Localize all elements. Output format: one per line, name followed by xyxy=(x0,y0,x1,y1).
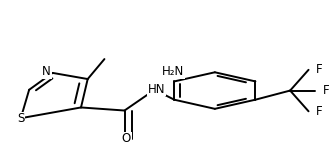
Text: F: F xyxy=(316,105,323,118)
Text: F: F xyxy=(323,84,329,97)
Text: F: F xyxy=(316,63,323,76)
Text: S: S xyxy=(17,113,25,126)
Text: HN: HN xyxy=(148,82,165,95)
Text: N: N xyxy=(42,65,51,78)
Text: O: O xyxy=(122,132,131,145)
Text: H₂N: H₂N xyxy=(162,65,184,78)
